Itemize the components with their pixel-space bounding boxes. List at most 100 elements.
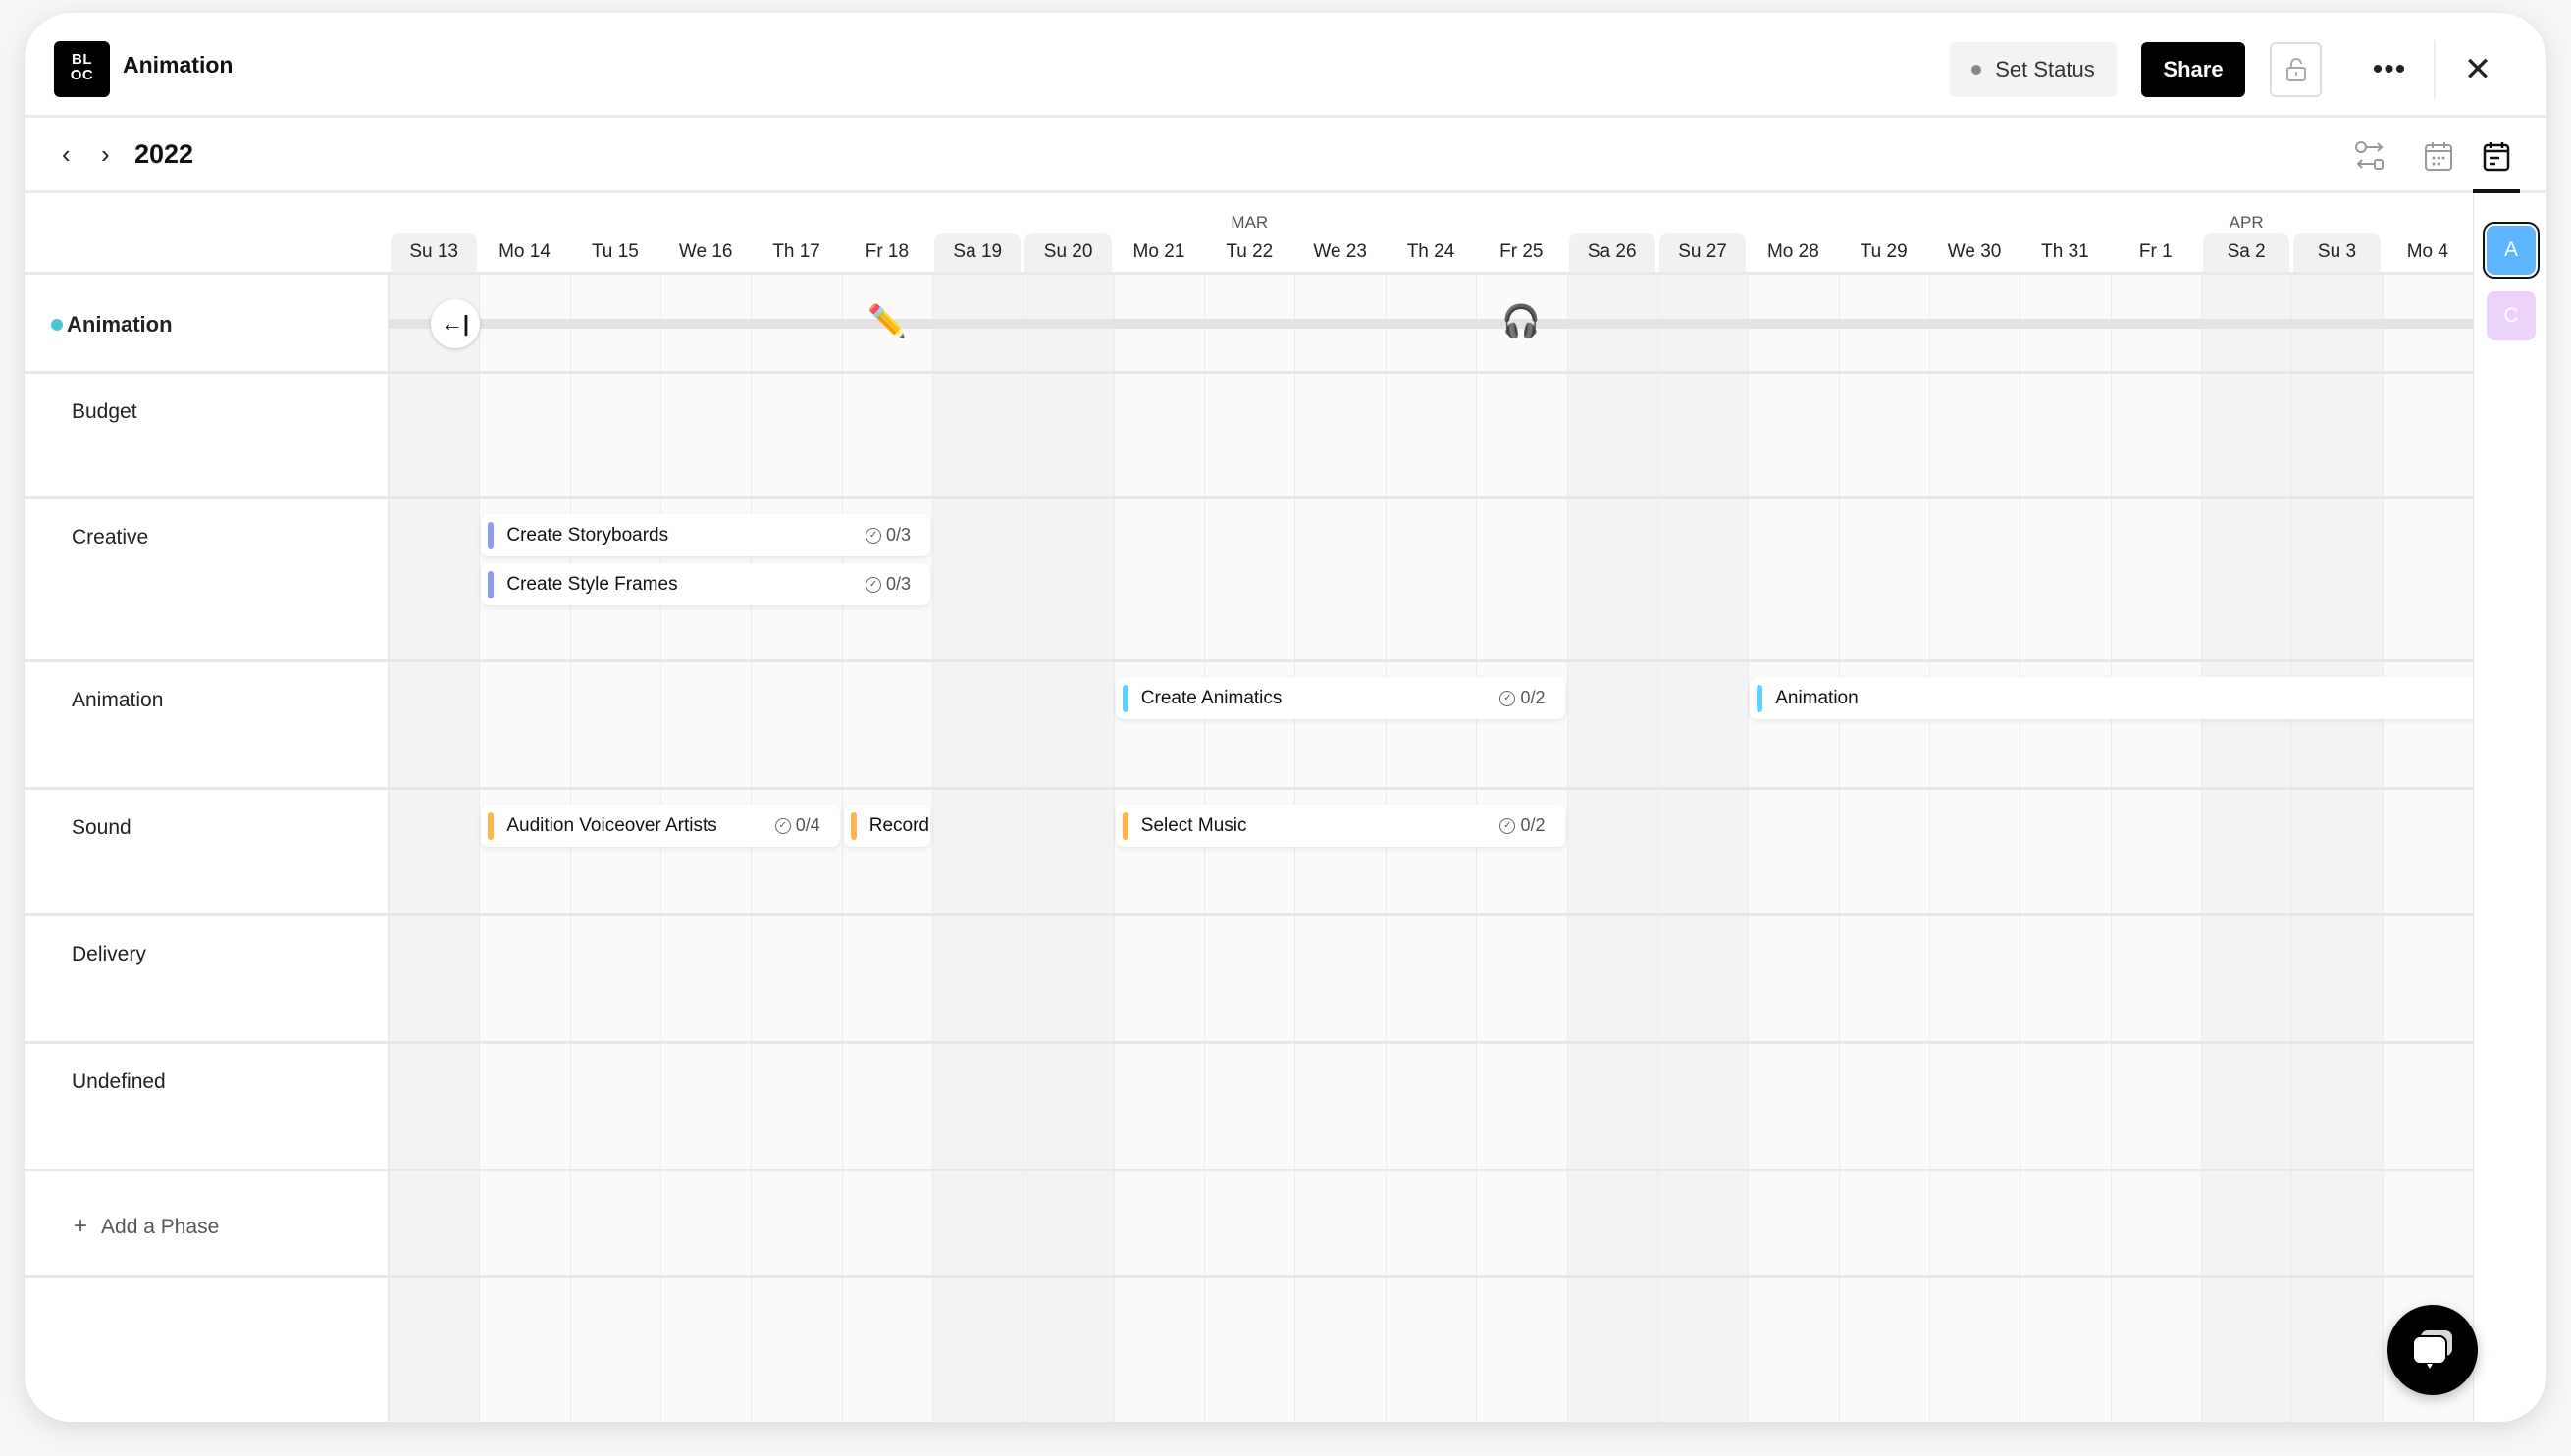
chat-icon: [2412, 1330, 2452, 1369]
phase-label[interactable]: Creative: [25, 499, 389, 659]
task-bar[interactable]: Create Animatics ✓ 0/2: [1115, 677, 1565, 719]
share-button[interactable]: Share: [2141, 42, 2245, 97]
day-label: Sa 26: [1587, 241, 1637, 262]
day-label: Tu 29: [1860, 241, 1908, 262]
weekend-highlight: [1024, 233, 1112, 272]
next-chevron-icon[interactable]: ›: [101, 139, 110, 169]
task-bar[interactable]: Audition Voiceover Artists ✓ 0/4: [481, 805, 840, 847]
checklist-icon: ✓: [1499, 817, 1516, 834]
project-title: Animation: [123, 52, 234, 78]
add-phase-button[interactable]: + Add a Phase: [74, 1213, 219, 1240]
add-phase-cell: + Add a Phase: [25, 1171, 389, 1275]
day-label: Su 3: [2317, 241, 2357, 262]
project-label[interactable]: Animation: [25, 275, 389, 371]
set-status-button[interactable]: Set Status: [1950, 42, 2117, 97]
weekend-highlight: [1658, 233, 1747, 272]
task-name: Create Style Frames: [506, 573, 678, 595]
day-label: Fr 1: [2138, 241, 2173, 262]
day-column: [1838, 275, 1929, 1422]
month-label: APR: [2229, 213, 2264, 232]
timeline-body: Animation ←| ✏️ 🎧 Budget Creative Create Story…: [25, 272, 2475, 1422]
task-bar[interactable]: Animation: [1750, 677, 2475, 719]
add-phase-row: + Add a Phase: [25, 1171, 2473, 1278]
day-label: Fr 18: [865, 241, 910, 262]
day-column: [2291, 275, 2383, 1422]
day-label: Su 20: [1043, 241, 1093, 262]
day-label: We 30: [1947, 241, 2002, 262]
phase-label[interactable]: Budget: [25, 374, 389, 496]
day-column: [1023, 275, 1114, 1422]
empty-row: [25, 1278, 2473, 1422]
day-column: [389, 275, 480, 1422]
day-column: [1656, 275, 1749, 1422]
day-label: Fr 25: [1499, 241, 1544, 262]
task-bar[interactable]: Record: [843, 805, 931, 847]
phase-row: Undefined: [25, 1044, 2473, 1171]
day-label: Tu 15: [591, 241, 639, 262]
phase-name: Budget: [72, 400, 137, 423]
collapse-button[interactable]: ←|: [431, 299, 480, 348]
day-label: Su 13: [409, 241, 458, 262]
day-column: [2200, 275, 2292, 1422]
active-view-indicator: [2473, 189, 2520, 193]
task-color-indicator: [488, 811, 495, 840]
checklist-count: 0/3: [886, 525, 912, 545]
task-bar[interactable]: Create Style Frames ✓ 0/3: [481, 563, 931, 605]
set-status-label: Set Status: [1995, 57, 2095, 81]
phase-row: Creative Create Storyboards ✓ 0/3 Create Sty…: [25, 499, 2473, 662]
checklist-icon: ✓: [866, 527, 882, 544]
task-bar[interactable]: Select Music ✓ 0/2: [1115, 805, 1565, 847]
timeline-icon[interactable]: [2480, 139, 2513, 173]
phase-label[interactable]: Delivery: [25, 916, 389, 1041]
day-column: [2020, 275, 2111, 1422]
checklist-icon: ✓: [866, 576, 882, 593]
checklist-count: 0/2: [1520, 688, 1546, 707]
weekend-highlight: [2202, 233, 2290, 272]
day-column: [1204, 275, 1295, 1422]
day-column: [2110, 275, 2201, 1422]
more-options-button[interactable]: •••: [2372, 53, 2407, 85]
task-name: Create Animatics: [1140, 687, 1283, 708]
phase-name: Sound: [72, 816, 131, 839]
header: BL OC Animation Set Status Share ••• ✕: [25, 13, 2546, 118]
task-checklist: ✓ 0/4: [774, 815, 820, 836]
day-column: [1113, 275, 1205, 1422]
avatar-a[interactable]: A: [2483, 222, 2540, 279]
dependencies-icon[interactable]: [2353, 139, 2387, 173]
task-name: Record: [868, 814, 929, 836]
milestone-marker-pencil-icon[interactable]: ✏️: [866, 303, 907, 338]
task-bar[interactable]: Create Storyboards ✓ 0/3: [481, 514, 931, 556]
phase-row: Animation Create Animatics ✓ 0/2 Animation: [25, 662, 2475, 790]
phase-label[interactable]: Animation: [25, 662, 389, 787]
day-column: [479, 275, 570, 1422]
task-color-indicator: [1122, 684, 1128, 712]
day-label: Sa 19: [953, 241, 1003, 262]
close-button[interactable]: ✕: [2463, 51, 2492, 88]
phase-name: Undefined: [72, 1070, 166, 1093]
chat-button[interactable]: [2387, 1305, 2478, 1395]
project-timeline-bar[interactable]: [389, 319, 2473, 329]
checklist-count: 0/2: [1520, 815, 1546, 835]
day-label: We 16: [678, 241, 733, 262]
day-label: Mo 14: [498, 241, 551, 262]
day-column: [2382, 275, 2473, 1422]
calendar-icon[interactable]: [2422, 139, 2455, 173]
phase-label[interactable]: Sound: [25, 790, 389, 913]
day-column: [932, 275, 1023, 1422]
phase-label[interactable]: Undefined: [25, 1044, 389, 1169]
day-column: [1294, 275, 1386, 1422]
empty-cell: [25, 1278, 389, 1422]
day-label: Mo 4: [2406, 241, 2448, 262]
day-label: Su 27: [1678, 241, 1727, 262]
date-header: MAR APR Su 13 Mo 14 Tu 15 We 16 Th 17 Fr 18 Sa 1…: [389, 193, 2473, 272]
avatar-c[interactable]: C: [2487, 291, 2536, 340]
prev-chevron-icon[interactable]: ‹: [62, 139, 71, 169]
logo-text: BL: [72, 51, 92, 68]
milestone-marker-headphones-icon[interactable]: 🎧: [1501, 303, 1542, 338]
task-name: Audition Voiceover Artists: [506, 814, 717, 836]
lock-button[interactable]: [2270, 42, 2322, 97]
day-label: Tu 22: [1226, 241, 1274, 262]
checklist-icon: ✓: [774, 817, 791, 834]
task-color-indicator: [488, 570, 495, 598]
checklist-count: 0/4: [795, 815, 820, 835]
